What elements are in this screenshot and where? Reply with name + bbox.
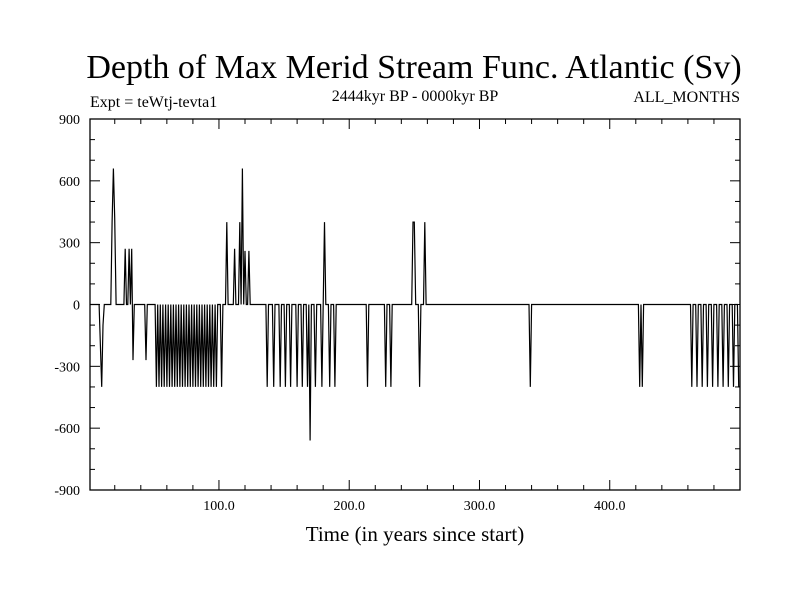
y-tick-label: 900 — [59, 113, 80, 128]
y-tick-label: -300 — [54, 360, 80, 375]
subtitle-center: 2444kyr BP - 0000kyr BP — [332, 88, 499, 105]
chart-title: Depth of Max Merid Stream Func. Atlantic… — [86, 49, 741, 86]
subtitle-right: ALL_MONTHS — [633, 89, 740, 106]
series-line — [90, 168, 740, 441]
x-axis-label: Time (in years since start) — [306, 522, 525, 546]
x-tick-label: 400.0 — [594, 499, 626, 514]
y-tick-label: -900 — [54, 484, 80, 499]
x-tick-label: 300.0 — [464, 499, 496, 514]
x-tick-label: 100.0 — [203, 499, 235, 514]
x-tick-label: 200.0 — [333, 499, 365, 514]
y-tick-label: 600 — [59, 175, 80, 190]
y-tick-label: 300 — [59, 237, 80, 252]
y-tick-label: 0 — [73, 299, 80, 314]
axis-ticks — [90, 118, 740, 491]
plot-frame — [89, 118, 741, 491]
axis-tick-labels: 900 600 300 0 -300 -600 -900 100.0 200.0 300.0 400… — [54, 113, 625, 514]
subtitle-left: Expt = teWtj-tevta1 — [90, 94, 217, 111]
y-tick-label: -600 — [54, 422, 80, 437]
